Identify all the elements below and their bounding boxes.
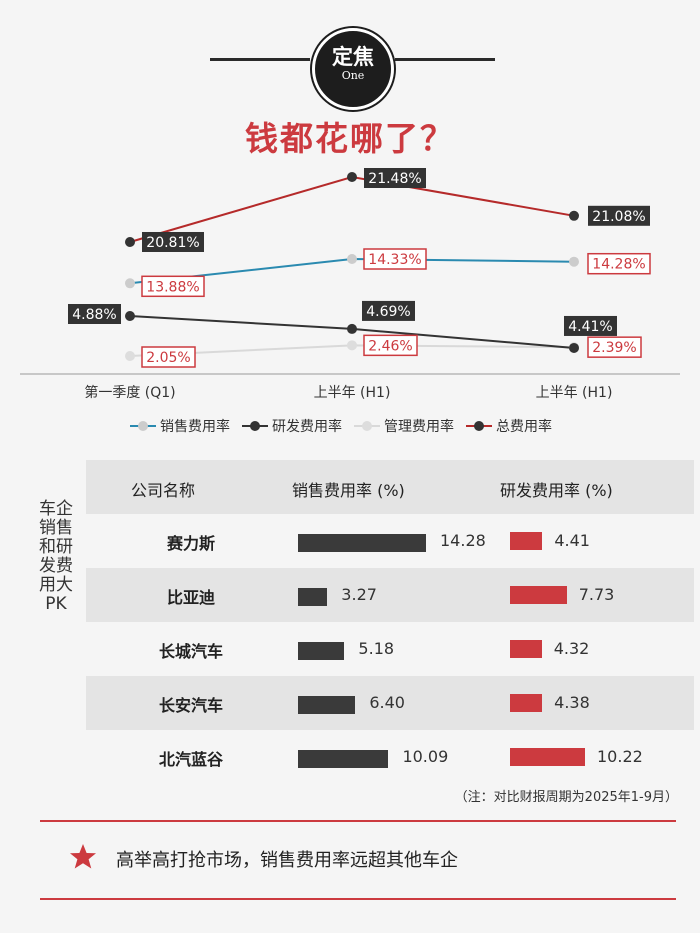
data-label-box: [68, 304, 121, 324]
sales-bar: [298, 534, 426, 552]
rd-value: 10.22: [597, 747, 643, 766]
line-chart: 2.05% 2.46% 2.39% 4.88% 4.69% 4.41% 13.88% 14.3…: [20, 168, 680, 401]
x-tick-label: 上半年 (H1): [314, 385, 391, 401]
sales-bar: [298, 642, 345, 660]
data-label-box: [587, 336, 642, 358]
table-header: 公司名称 销售费用率 (%) 研发费用率 (%): [86, 460, 694, 514]
page-title: 钱都花哪了？: [245, 119, 455, 158]
rd-bar: [510, 640, 542, 658]
badge-left-line: [210, 58, 310, 61]
brand-badge: 定焦 One: [312, 28, 394, 110]
data-point: [347, 323, 357, 334]
header-sales: 销售费用率 (%): [292, 481, 405, 500]
rd-value: 4.38: [554, 693, 590, 712]
data-label: 14.28%: [592, 257, 645, 273]
data-point: [347, 340, 357, 351]
data-label-box: [363, 334, 418, 357]
data-label-box: [363, 248, 427, 270]
data-label: 4.88%: [72, 307, 116, 323]
legend-symbol: [130, 421, 156, 431]
data-label: 2.39%: [592, 340, 636, 356]
data-label: 21.08%: [592, 209, 645, 225]
data-point: [569, 210, 579, 221]
data-label-box: [141, 275, 205, 298]
comparison-table: 车企销售和研发费用大PK 公司名称 销售费用率 (%) 研发费用率 (%) 赛力…: [36, 460, 694, 784]
data-point: [125, 278, 135, 289]
legend-symbol: [466, 421, 492, 431]
rd-value: 7.73: [578, 585, 615, 604]
x-tick-label: 上半年 (H1): [536, 385, 613, 401]
data-label-box: [564, 315, 617, 336]
data-point: [347, 254, 357, 264]
data-label: 4.69%: [366, 304, 410, 320]
data-label-box: [364, 168, 426, 188]
sales-bar: [298, 696, 356, 714]
data-point: [569, 256, 579, 267]
data-point: [125, 351, 135, 361]
data-point: [125, 236, 135, 247]
rd-value: 4.41: [554, 531, 590, 550]
table-row: 长安汽车 6.40 4.38: [86, 676, 694, 730]
divider-bottom: [40, 898, 676, 900]
rd-bar: [510, 586, 567, 604]
sales-bar: [298, 588, 328, 606]
legend-label: 管理费用率: [384, 419, 454, 435]
sales-bar: [298, 750, 389, 768]
sales-value: 3.27: [341, 585, 377, 604]
legend-symbol: [354, 421, 380, 431]
badge-right-line: [395, 58, 495, 61]
legend-label: 研发费用率: [272, 419, 342, 435]
data-label-box: [588, 205, 650, 226]
legend-item: 销售费用率: [130, 416, 230, 436]
table-note: （注：对比财报周期为2025年1-9月）: [454, 790, 678, 805]
data-label-box: [141, 346, 196, 368]
table-row: 比亚迪 3.27 7.73: [86, 568, 694, 622]
sales-value: 6.40: [369, 693, 405, 712]
star-icon: [70, 844, 96, 869]
header-rd: 研发费用率 (%): [500, 481, 613, 500]
legend-label: 总费用率: [496, 419, 552, 435]
legend-item: 管理费用率: [354, 416, 454, 436]
data-label: 21.48%: [368, 171, 421, 187]
data-point: [347, 172, 357, 182]
header-company: 公司名称: [131, 481, 196, 500]
legend-label: 销售费用率: [160, 419, 230, 435]
data-point: [569, 342, 579, 353]
data-label-box: [142, 231, 204, 252]
data-label: 14.33%: [368, 252, 421, 268]
data-label: 20.81%: [146, 235, 199, 251]
company-name: 北汽蓝谷: [158, 750, 223, 769]
divider-top: [40, 820, 676, 822]
rd-bar: [510, 694, 543, 712]
table-row: 长城汽车 5.18 4.32: [86, 622, 694, 676]
company-name: 长安汽车: [158, 696, 223, 715]
sales-value: 10.09: [402, 747, 449, 766]
table-side-label: 车企销售和研发费用大PK: [39, 499, 73, 614]
data-label: 13.88%: [146, 279, 199, 295]
data-label-box: [587, 252, 651, 275]
sales-value: 5.18: [358, 639, 395, 658]
legend-item: 总费用率: [466, 416, 552, 436]
table-row: 北汽蓝谷 10.09 10.22: [86, 730, 694, 784]
data-label: 2.05%: [146, 350, 190, 366]
company-name: 比亚迪: [166, 588, 215, 607]
rd-bar: [510, 748, 585, 766]
table-row: 赛力斯 14.28 4.41: [86, 514, 694, 568]
company-name: 长城汽车: [158, 642, 223, 661]
legend-symbol: [242, 421, 268, 431]
rd-value: 4.32: [553, 639, 590, 658]
data-label: 4.41%: [568, 319, 612, 335]
badge-subtitle: One: [341, 69, 365, 82]
x-tick-label: 第一季度 (Q1): [84, 384, 175, 401]
legend-item: 研发费用率: [242, 416, 342, 436]
company-name: 赛力斯: [166, 534, 215, 553]
sales-value: 14.28: [440, 531, 486, 550]
rd-bar: [510, 532, 543, 550]
chart-legend: 销售费用率 研发费用率 管理费用率 总费用率: [130, 416, 552, 436]
conclusion-text: 高举高打抢市场，销售费用率远超其他车企: [116, 850, 458, 871]
data-point: [125, 311, 135, 321]
data-label: 2.46%: [368, 338, 412, 354]
data-label-box: [362, 300, 415, 321]
badge-title: 定焦: [332, 45, 374, 69]
